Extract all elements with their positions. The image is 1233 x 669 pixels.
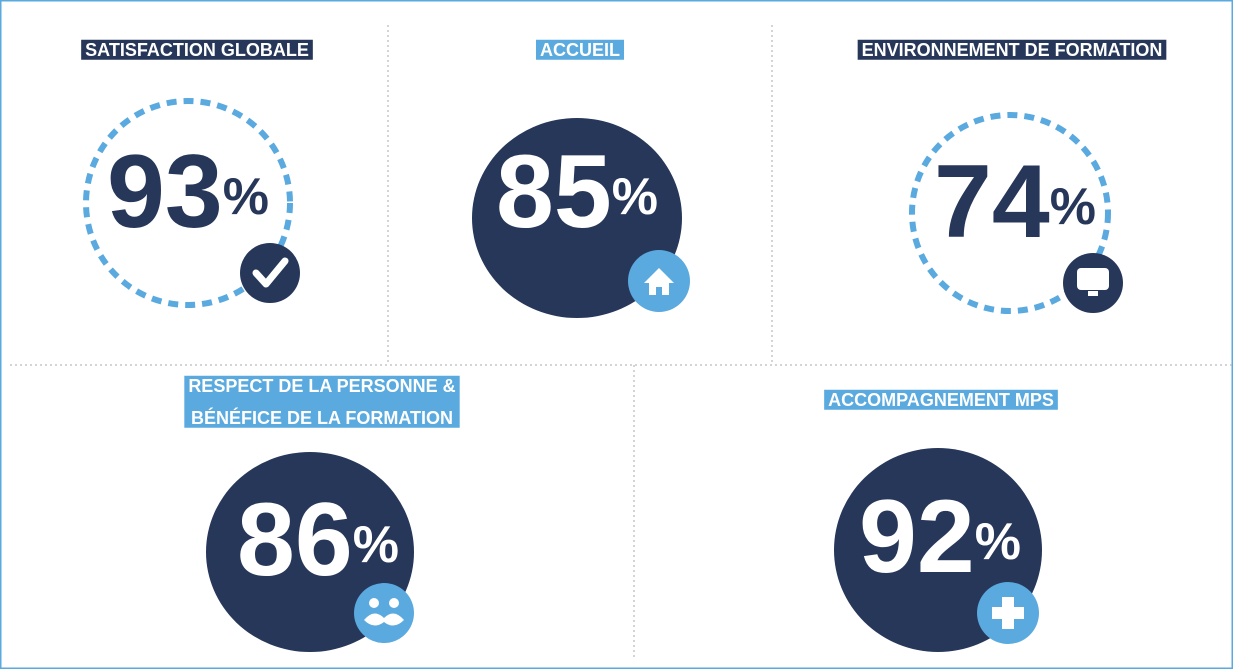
title-badge [184, 375, 460, 428]
title-badge [857, 39, 1167, 60]
title-badge [536, 39, 625, 60]
card-title: SATISFACTION GLOBALE [85, 40, 309, 60]
card-value: 85% [496, 134, 658, 250]
ring [83, 98, 293, 308]
card-title: ACCUEIL [540, 40, 620, 60]
card: SATISFACTION GLOBALE 93% [81, 39, 313, 308]
card-value: 86% [237, 482, 399, 598]
card: RESPECT DE LA PERSONNE & BÉNÉFICE DE LA … [184, 375, 460, 652]
card-value: 93% [107, 134, 269, 250]
person-icon [369, 598, 379, 608]
title-badge [824, 389, 1058, 410]
hands-icon [364, 613, 404, 626]
card: ACCOMPAGNEMENT MPS 92% [824, 389, 1058, 652]
icon-badge [240, 243, 300, 303]
card-value: 92% [859, 479, 1021, 595]
monitor-icon [1077, 268, 1109, 290]
card: ENVIRONNEMENT DE FORMATION 74% [857, 39, 1167, 314]
disc [472, 118, 682, 318]
person-icon [389, 598, 399, 608]
card-value: 74% [934, 144, 1096, 260]
title-badge [81, 39, 313, 60]
plus-icon [992, 597, 1024, 629]
card: ACCUEIL 85% [472, 39, 690, 318]
icon-badge [354, 583, 414, 643]
card-title: ENVIRONNEMENT DE FORMATION [862, 40, 1163, 60]
monitor-stand [1088, 291, 1098, 296]
house-icon [644, 268, 674, 295]
ring [909, 112, 1111, 314]
card-title: ACCOMPAGNEMENT MPS [828, 390, 1054, 410]
check-icon [252, 257, 289, 288]
card-title: RESPECT DE LA PERSONNE & [188, 376, 455, 396]
card-title: BÉNÉFICE DE LA FORMATION [191, 407, 453, 428]
